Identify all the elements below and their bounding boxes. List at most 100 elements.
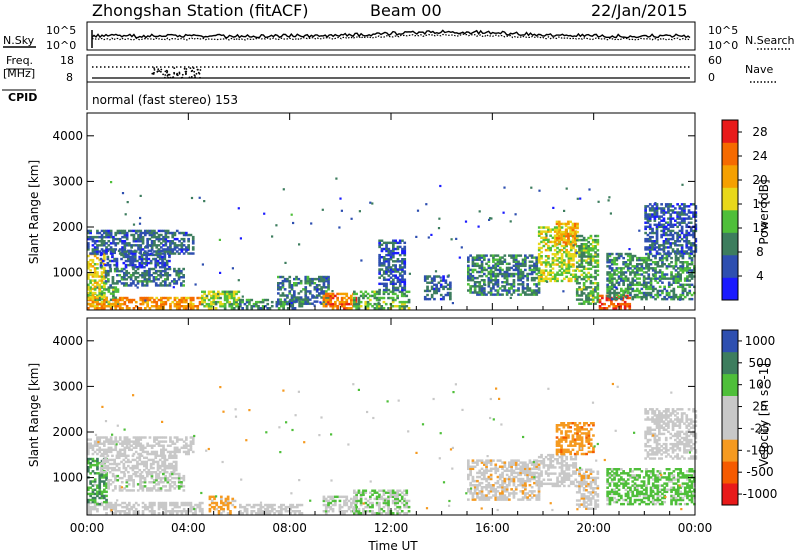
power-cell: [239, 300, 242, 304]
power-cell: [683, 217, 686, 220]
velocity-cell: [125, 436, 129, 439]
power-cell: [662, 246, 666, 249]
power-cell: [580, 277, 584, 281]
power-cell: [311, 282, 314, 285]
velocity-cell: [107, 479, 110, 482]
power-cell: [631, 281, 635, 284]
velocity-cell: [144, 507, 147, 511]
power-cell: [572, 275, 575, 279]
velocity-cell: [153, 444, 156, 447]
power-cell: [505, 262, 509, 266]
power-cell: [663, 277, 666, 280]
velocity-cell: [93, 488, 97, 492]
power-cell: [492, 272, 495, 276]
power-cell: [514, 262, 518, 266]
power-cell: [392, 274, 395, 277]
velocity-cell: [145, 456, 148, 460]
power-cell: [304, 275, 308, 279]
power-cell: [685, 240, 689, 243]
nave-point: [188, 76, 191, 79]
power-cell: [576, 197, 579, 200]
power-cell: [447, 274, 450, 277]
power-cell: [283, 288, 287, 291]
power-cell: [471, 260, 475, 263]
power-cell: [613, 295, 616, 299]
power-cell: [658, 277, 662, 280]
power-cell: [120, 269, 124, 273]
power-cell: [340, 296, 344, 300]
power-cell: [596, 300, 600, 303]
velocity-cell: [155, 479, 158, 482]
velocity-cell: [198, 501, 202, 505]
freq-panel-frame: [86, 54, 696, 83]
power-cell: [148, 276, 151, 279]
power-cell: [141, 231, 145, 235]
power-cell: [214, 294, 218, 298]
power-cell: [340, 298, 344, 302]
power-cell: [359, 294, 363, 298]
velocity-cell: [157, 474, 161, 478]
velocity-cell: [322, 510, 326, 513]
power-cell: [89, 305, 92, 308]
power-cell: [617, 295, 621, 299]
power-cell: [503, 258, 507, 261]
velocity-cell: [129, 466, 132, 470]
power-cell: [578, 294, 581, 297]
power-cell: [565, 250, 568, 254]
power-cell: [519, 270, 523, 274]
velocity-cell: [150, 444, 154, 447]
velocity-cell: [98, 446, 102, 450]
power-cell: [288, 282, 292, 285]
power-cell: [670, 256, 673, 260]
power-cell: [655, 223, 659, 227]
power-cell: [654, 297, 657, 301]
velocity-cell: [141, 436, 145, 439]
velocity-cell: [125, 442, 129, 445]
power-cell: [371, 202, 374, 205]
power-cell: [653, 209, 657, 212]
power-cell: [329, 292, 333, 296]
power-cell: [293, 298, 297, 302]
power-cell: [574, 230, 578, 233]
velocity-cell: [173, 505, 177, 509]
power-cell: [132, 280, 135, 283]
power-cell: [669, 217, 673, 220]
power-cell: [485, 293, 488, 296]
power-cell: [569, 230, 572, 234]
velocity-cell: [329, 505, 333, 509]
power-cell: [147, 257, 151, 261]
power-cell: [651, 242, 654, 245]
power-cell: [255, 305, 258, 308]
power-cell: [290, 302, 293, 305]
power-cell: [608, 265, 612, 268]
power-cell: [331, 294, 335, 298]
velocity-cell: [118, 436, 122, 439]
power-cell: [510, 256, 513, 259]
power-cell: [683, 250, 686, 253]
power-cell: [648, 209, 652, 212]
power-cell: [556, 273, 559, 276]
power-cell: [555, 220, 559, 224]
power-cell: [140, 259, 144, 263]
power-cell: [615, 256, 619, 260]
power-cell: [178, 244, 181, 247]
power-cell: [665, 291, 669, 295]
velocity-cell: [352, 501, 355, 505]
power-cell: [157, 248, 161, 251]
nave-point: [176, 72, 179, 75]
power-cell: [107, 286, 111, 289]
power-cell: [382, 264, 386, 267]
power-cell: [396, 241, 400, 245]
power-cell: [686, 291, 689, 295]
power-cell: [573, 239, 577, 242]
power-cell: [327, 275, 330, 279]
power-cell: [403, 251, 407, 255]
power-cell: [646, 225, 650, 229]
velocity-cell: [143, 468, 146, 472]
power-cell: [591, 257, 595, 260]
power-cell: [655, 250, 659, 253]
power-cell: [338, 292, 342, 296]
power-cell: [185, 246, 188, 249]
power-cell: [315, 294, 319, 297]
velocity-cell: [112, 512, 115, 515]
